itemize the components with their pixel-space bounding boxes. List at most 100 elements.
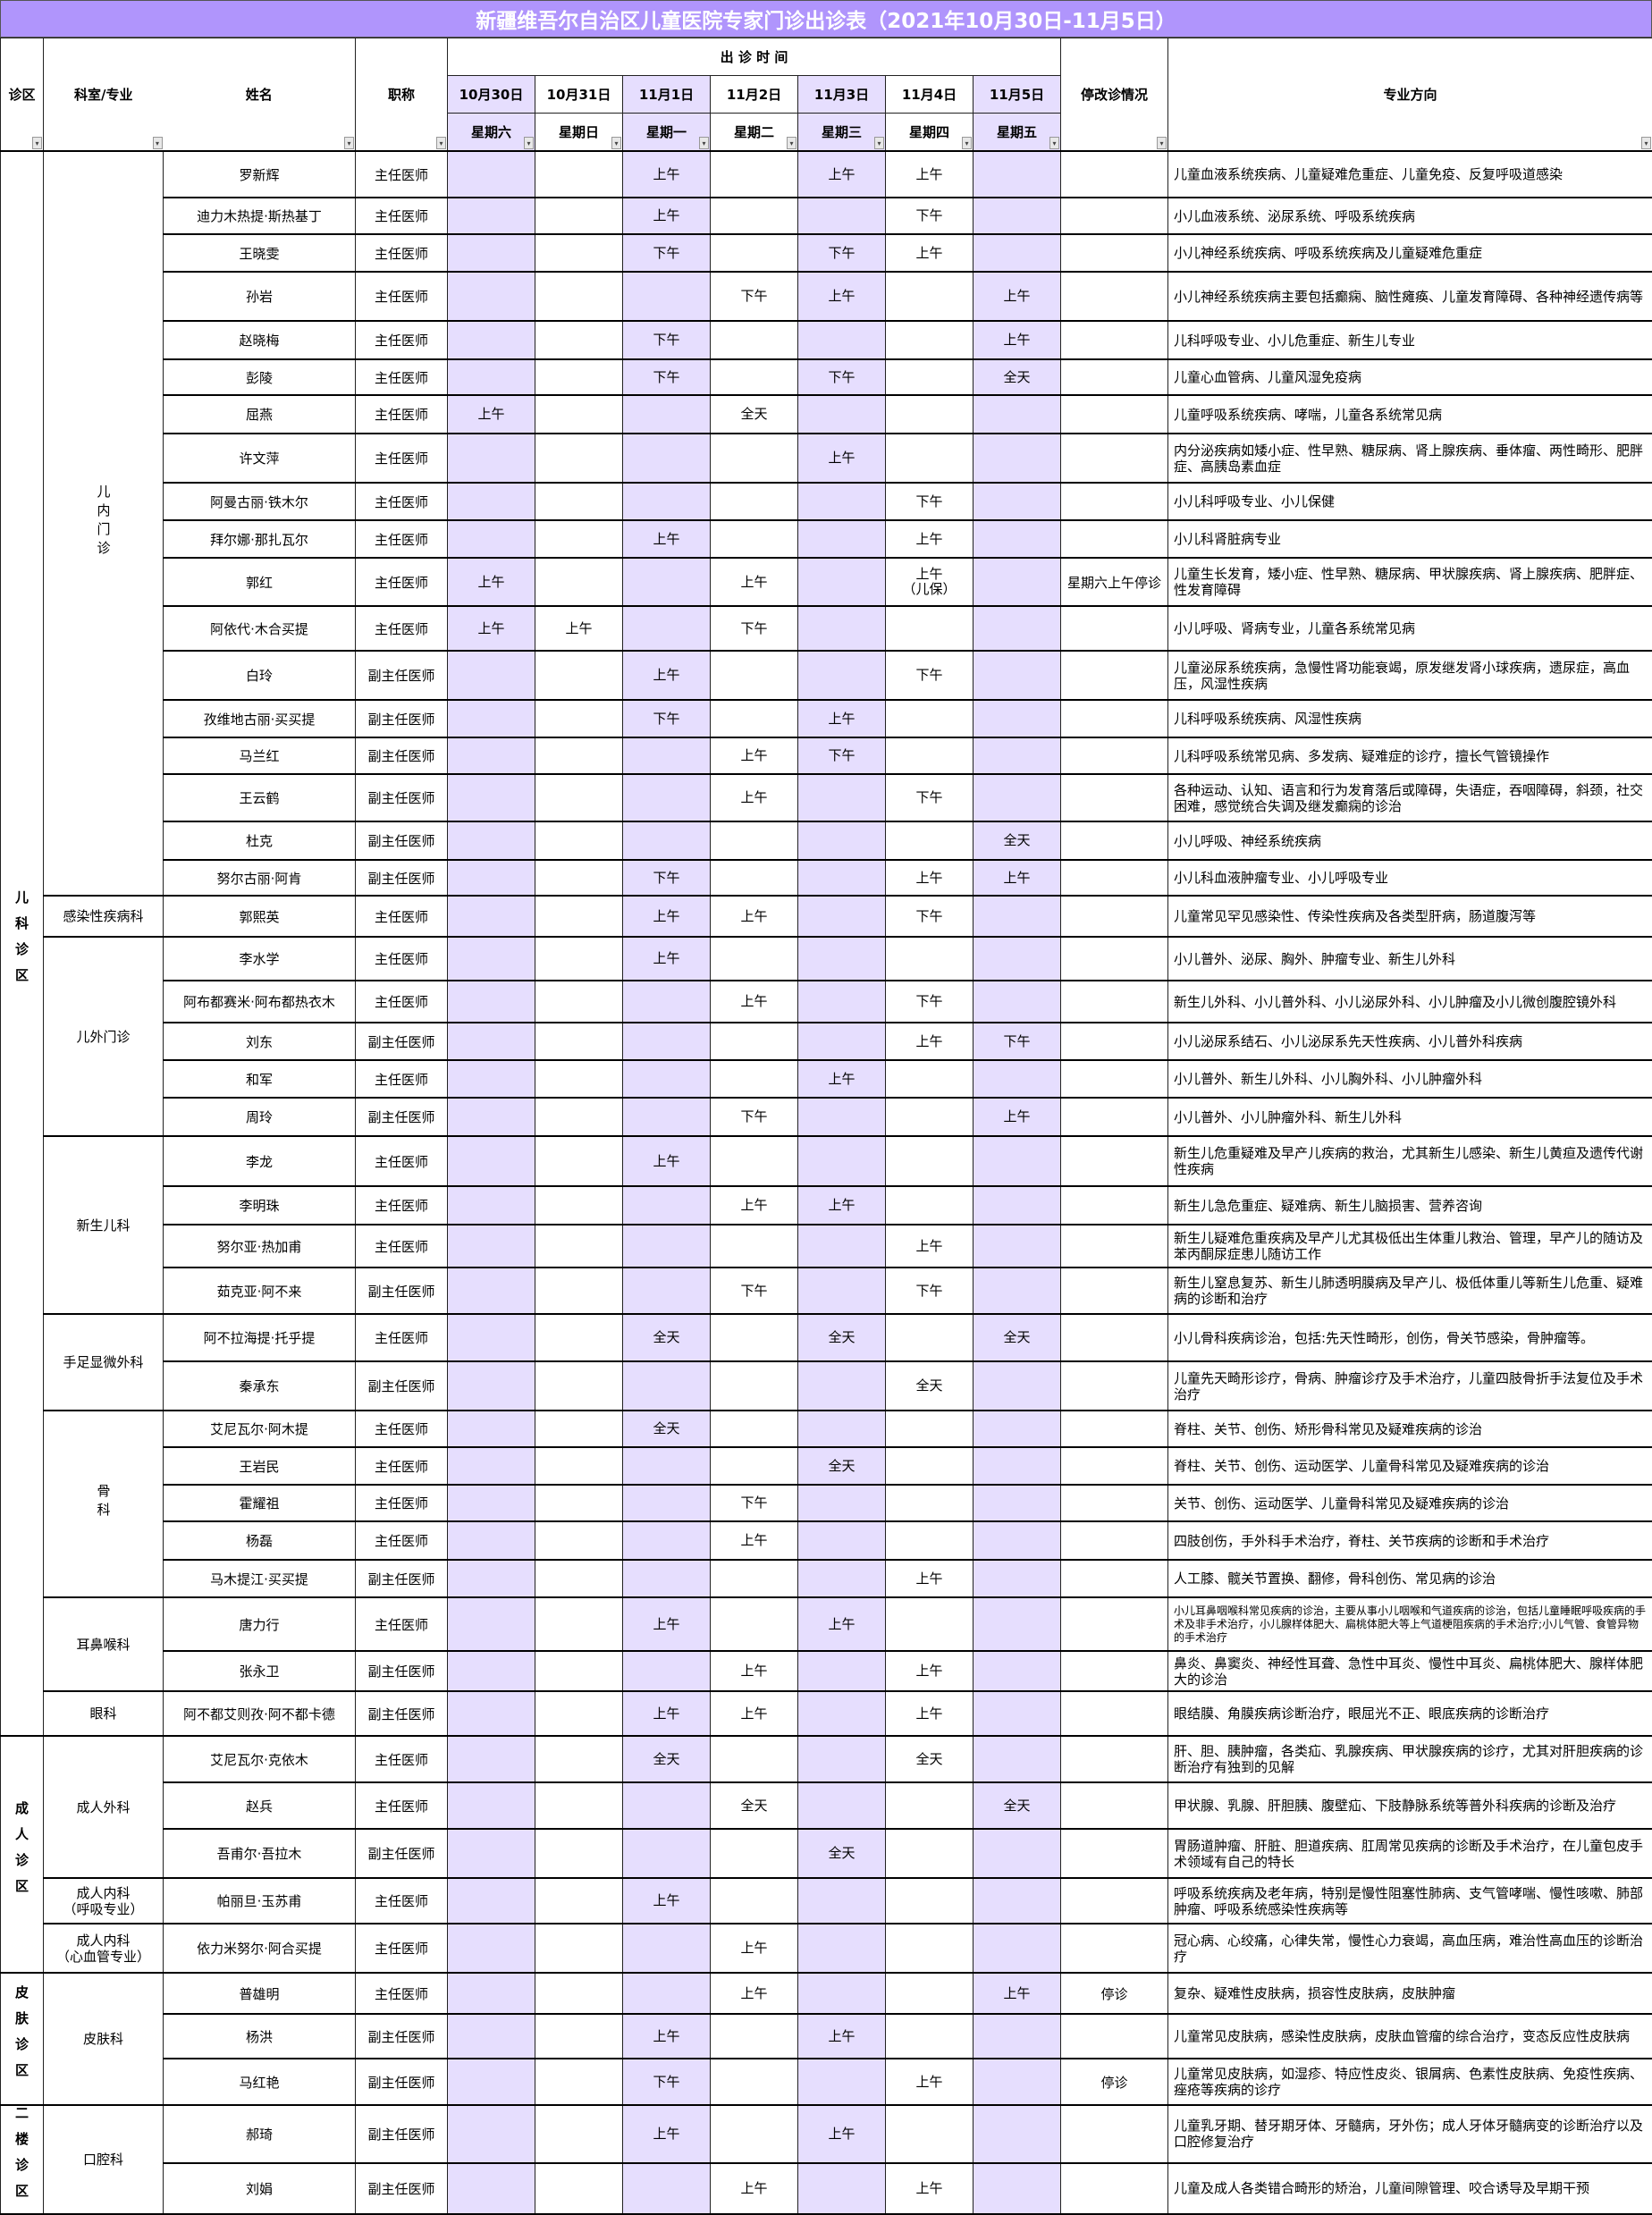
specialty-text: 儿童血液系统疾病、儿童疑难危重症、儿童免疫、反复呼吸道感染 <box>1168 151 1652 198</box>
schedule-cell <box>535 2059 623 2105</box>
schedule-cell: 上午 <box>886 1560 974 1597</box>
schedule-cell <box>535 395 623 434</box>
schedule-cell <box>974 1829 1061 1878</box>
schedule-cell <box>535 700 623 737</box>
schedule-cell <box>798 606 886 651</box>
header-date-label: 10月31日 <box>547 87 611 103</box>
header-department: 科室/专业 ▾ <box>44 38 164 152</box>
schedule-cell <box>886 700 974 737</box>
doctor-title: 主任医师 <box>356 1736 448 1782</box>
dropdown-filter-icon[interactable]: ▾ <box>524 137 534 149</box>
header-date-label: 10月30日 <box>459 87 524 103</box>
schedule-cell <box>535 1314 623 1361</box>
change-status <box>1061 1225 1168 1268</box>
schedule-cell <box>974 483 1061 520</box>
table-row: 阿曼古丽·铁木尔主任医师下午小儿科呼吸专业、小儿保健 <box>1 483 1652 520</box>
schedule-cell: 上午 <box>798 272 886 321</box>
dropdown-filter-icon[interactable]: ▾ <box>787 137 796 149</box>
schedule-cell <box>711 1361 798 1411</box>
schedule-cell <box>535 1924 623 1973</box>
dropdown-filter-icon[interactable]: ▾ <box>1641 137 1651 149</box>
schedule-cell: 上午 <box>974 1973 1061 2014</box>
doctor-title: 主任医师 <box>356 483 448 520</box>
dropdown-filter-icon[interactable]: ▾ <box>1157 137 1167 149</box>
table-row: 迪力木热提·斯热基丁主任医师上午下午小儿血液系统、泌尿系统、呼吸系统疾病 <box>1 198 1652 234</box>
schedule-cell <box>974 1924 1061 1973</box>
schedule-cell: 上午 <box>974 1098 1061 1136</box>
dropdown-filter-icon[interactable]: ▾ <box>344 137 354 149</box>
department-cell: 耳鼻喉科 <box>44 1597 164 1691</box>
doctor-title: 主任医师 <box>356 1411 448 1447</box>
change-status <box>1061 700 1168 737</box>
table-row: 和军主任医师上午小儿普外、新生儿外科、小儿胸外科、小儿肿瘤外科 <box>1 1060 1652 1098</box>
dropdown-filter-icon[interactable]: ▾ <box>32 137 42 149</box>
schedule-cell: 上午 <box>798 2014 886 2059</box>
schedule-cell <box>886 1829 974 1878</box>
specialty-text: 小儿血液系统、泌尿系统、呼吸系统疾病 <box>1168 198 1652 234</box>
doctor-name: 白玲 <box>164 651 356 700</box>
dropdown-filter-icon[interactable]: ▾ <box>699 137 709 149</box>
dropdown-filter-icon[interactable]: ▾ <box>611 137 621 149</box>
specialty-text: 小儿泌尿系结石、小儿泌尿系先天性疾病、小儿普外科疾病 <box>1168 1023 1652 1060</box>
doctor-name: 阿曼古丽·铁木尔 <box>164 483 356 520</box>
schedule-cell <box>886 1060 974 1098</box>
schedule-cell <box>535 359 623 395</box>
change-status <box>1061 2163 1168 2214</box>
change-status <box>1061 2014 1168 2059</box>
doctor-title: 副主任医师 <box>356 2105 448 2163</box>
specialty-text: 儿童常见皮肤病，如湿疹、特应性皮炎、银屑病、色素性皮肤病、免疫性疾病、痤疮等疾病… <box>1168 2059 1652 2105</box>
schedule-cell: 上午 （儿保） <box>886 558 974 606</box>
table-row: 茹克亚·阿不来副主任医师下午下午新生儿窒息复苏、新生儿肺透明膜病及早产儿、极低体… <box>1 1268 1652 1314</box>
schedule-cell: 下午 <box>974 1023 1061 1060</box>
specialty-text: 小儿神经系统疾病主要包括癫痫、脑性瘫痪、儿童发育障碍、各种神经遗传病等 <box>1168 272 1652 321</box>
dropdown-filter-icon[interactable]: ▾ <box>874 137 884 149</box>
doctor-title: 主任医师 <box>356 1186 448 1225</box>
schedule-cell <box>711 1023 798 1060</box>
specialty-text: 呼吸系统疾病及老年病，特别是慢性阻塞性肺病、支气管哮喘、慢性咳嗽、肺部肿瘤、呼吸… <box>1168 1878 1652 1924</box>
schedule-cell <box>448 520 535 558</box>
doctor-title: 副主任医师 <box>356 1268 448 1314</box>
doctor-name: 普雄明 <box>164 1973 356 2014</box>
schedule-cell <box>448 2059 535 2105</box>
dropdown-filter-icon[interactable]: ▾ <box>962 137 972 149</box>
schedule-cell <box>623 1225 711 1268</box>
schedule-cell: 上午 <box>974 321 1061 359</box>
schedule-cell <box>974 1268 1061 1314</box>
doctor-title: 副主任医师 <box>356 651 448 700</box>
doctor-title: 主任医师 <box>356 1447 448 1485</box>
schedule-cell <box>798 1560 886 1597</box>
schedule-cell <box>535 1878 623 1924</box>
table-row: 杨洪副主任医师上午上午儿童常见皮肤病，感染性皮肤病，皮肤血管瘤的综合治疗，变态反… <box>1 2014 1652 2059</box>
table-row: 拜尔娜·那扎瓦尔主任医师上午上午小儿科肾脏病专业 <box>1 520 1652 558</box>
zone-label: 二楼诊区 <box>13 2106 31 2210</box>
schedule-cell: 上午 <box>711 1924 798 1973</box>
schedule-cell <box>974 2105 1061 2163</box>
schedule-cell: 上午 <box>623 2014 711 2059</box>
header-weekday: 星期日▾ <box>535 114 623 152</box>
dropdown-filter-icon[interactable]: ▾ <box>436 137 446 149</box>
schedule-cell: 上午 <box>711 896 798 937</box>
schedule-cell <box>623 606 711 651</box>
schedule-cell: 上午 <box>886 1651 974 1691</box>
table-row: 儿科诊区儿内门诊罗新辉主任医师上午上午上午儿童血液系统疾病、儿童疑难危重症、儿童… <box>1 151 1652 198</box>
dropdown-filter-icon[interactable]: ▾ <box>153 137 163 149</box>
dropdown-filter-icon[interactable]: ▾ <box>1049 137 1059 149</box>
department-cell: 骨科 <box>44 1411 164 1597</box>
schedule-cell <box>623 1098 711 1136</box>
schedule-cell: 下午 <box>623 234 711 272</box>
header-date-label: 11月5日 <box>990 87 1044 103</box>
schedule-cell <box>711 2014 798 2059</box>
doctor-title: 副主任医师 <box>356 1560 448 1597</box>
doctor-title: 副主任医师 <box>356 1691 448 1736</box>
specialty-text: 各种运动、认知、语言和行为发育落后或障碍，失语症，吞咽障碍，斜颈，社交困难，感觉… <box>1168 774 1652 821</box>
schedule-cell <box>974 395 1061 434</box>
specialty-text: 新生儿外科、小儿普外科、小儿泌尿外科、小儿肿瘤及小儿微创腹腔镜外科 <box>1168 981 1652 1023</box>
change-status <box>1061 1521 1168 1560</box>
schedule-cell: 上午 <box>623 1878 711 1924</box>
schedule-cell <box>974 1411 1061 1447</box>
schedule-cell <box>535 937 623 981</box>
header-department-label: 科室/专业 <box>74 87 132 103</box>
header-weekday: 星期四▾ <box>886 114 974 152</box>
schedule-cell: 下午 <box>886 981 974 1023</box>
